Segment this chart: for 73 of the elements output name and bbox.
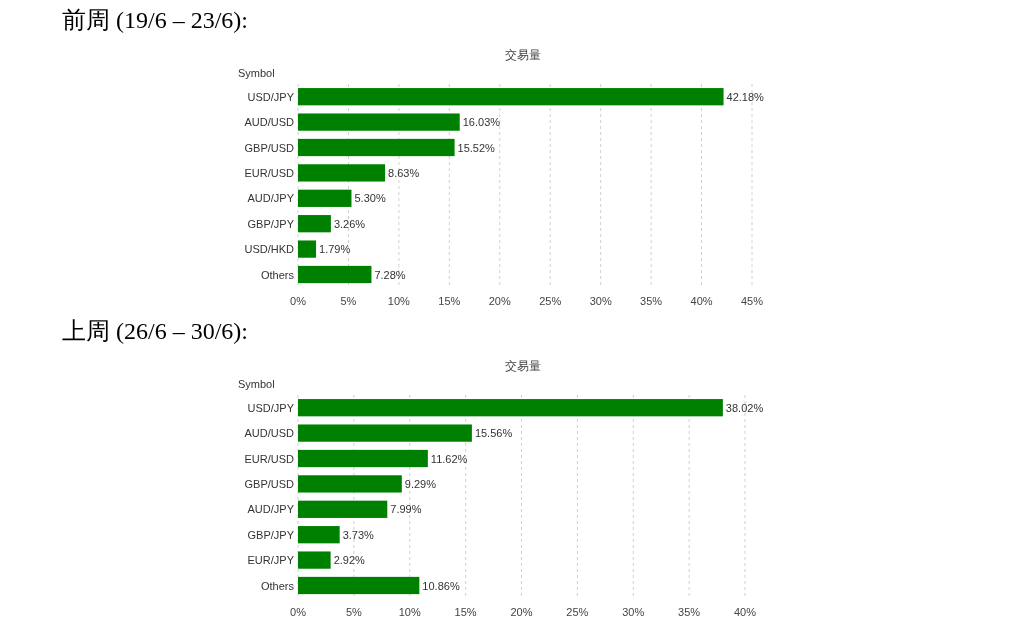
x-tick-label: 10% bbox=[398, 606, 421, 618]
bar bbox=[298, 164, 386, 182]
y-tick-label: GBP/JPY bbox=[247, 217, 295, 230]
data-label: 3.73% bbox=[342, 528, 375, 541]
y-tick-label: AUD/USD bbox=[244, 427, 295, 440]
y-tick-label: Others bbox=[260, 579, 295, 592]
bar bbox=[298, 240, 317, 258]
data-label: 10.86% bbox=[422, 579, 460, 592]
bar bbox=[298, 399, 723, 417]
y-tick-label: EUR/USD bbox=[244, 166, 295, 179]
y-tick-label: AUD/USD bbox=[244, 116, 295, 129]
data-label: 3.26% bbox=[333, 217, 366, 230]
data-label: 8.63% bbox=[388, 166, 420, 179]
bar bbox=[298, 88, 724, 106]
bar bbox=[298, 500, 388, 518]
data-label: 42.18% bbox=[726, 90, 765, 103]
chart-subtitle: 交易量 bbox=[505, 48, 541, 62]
y-tick-label: GBP/JPY bbox=[247, 528, 295, 541]
x-tick-label: 35% bbox=[640, 295, 663, 307]
bar bbox=[298, 424, 472, 442]
bar bbox=[298, 113, 460, 131]
x-tick-label: 5% bbox=[345, 606, 363, 618]
data-label: 9.29% bbox=[404, 477, 437, 490]
x-tick-label: 35% bbox=[678, 606, 701, 618]
data-label: 1.79% bbox=[319, 243, 351, 256]
data-label: 15.52% bbox=[457, 141, 496, 154]
x-tick-label: 30% bbox=[589, 295, 612, 307]
chart-title: 上周 (26/6 – 30/6): bbox=[62, 318, 248, 344]
x-tick-label: 40% bbox=[690, 295, 713, 307]
bar bbox=[298, 576, 420, 595]
chart-subtitle: 交易量 bbox=[505, 359, 541, 373]
bar bbox=[298, 551, 331, 569]
y-tick-label: AUD/JPY bbox=[247, 192, 295, 205]
data-label: 11.62% bbox=[430, 452, 468, 465]
y-tick-label: EUR/USD bbox=[244, 452, 295, 465]
data-label: 38.02% bbox=[725, 401, 764, 414]
y-tick-label: GBP/USD bbox=[244, 477, 295, 490]
data-label: 2.92% bbox=[333, 554, 366, 567]
y-axis-title: Symbol bbox=[238, 378, 275, 390]
x-tick-label: 40% bbox=[733, 606, 757, 618]
y-tick-label: Others bbox=[260, 268, 295, 281]
y-tick-label: GBP/USD bbox=[244, 141, 295, 154]
bar bbox=[298, 138, 455, 157]
y-tick-label: AUD/JPY bbox=[247, 503, 295, 516]
bar bbox=[298, 526, 340, 544]
data-label: 7.28% bbox=[374, 268, 406, 281]
x-tick-label: 0% bbox=[290, 295, 307, 307]
data-label: 5.30% bbox=[354, 192, 386, 205]
x-tick-label: 0% bbox=[290, 606, 307, 618]
y-tick-label: USD/JPY bbox=[247, 90, 295, 103]
x-tick-label: 20% bbox=[488, 295, 511, 307]
x-tick-label: 30% bbox=[622, 606, 645, 618]
x-tick-label: 15% bbox=[438, 295, 461, 307]
chart-title: 前周 (19/6 – 23/6): bbox=[62, 7, 248, 33]
x-tick-label: 15% bbox=[454, 606, 477, 618]
x-tick-label: 10% bbox=[387, 295, 411, 307]
data-label: 16.03% bbox=[462, 116, 501, 129]
bar bbox=[298, 449, 428, 468]
y-axis-title: Symbol bbox=[238, 67, 275, 79]
x-tick-label: 25% bbox=[566, 606, 589, 618]
x-tick-label: 25% bbox=[539, 295, 562, 307]
bar bbox=[298, 475, 402, 493]
data-label: 15.56% bbox=[474, 427, 513, 440]
y-tick-label: USD/HKD bbox=[244, 243, 295, 256]
y-tick-label: EUR/JPY bbox=[247, 554, 295, 567]
bar bbox=[298, 215, 331, 233]
bar bbox=[298, 189, 352, 207]
bar bbox=[298, 265, 372, 284]
y-tick-label: USD/JPY bbox=[247, 401, 295, 414]
x-tick-label: 45% bbox=[740, 295, 764, 307]
data-label: 7.99% bbox=[390, 503, 422, 516]
x-tick-label: 5% bbox=[340, 295, 357, 307]
x-tick-label: 20% bbox=[510, 606, 533, 618]
